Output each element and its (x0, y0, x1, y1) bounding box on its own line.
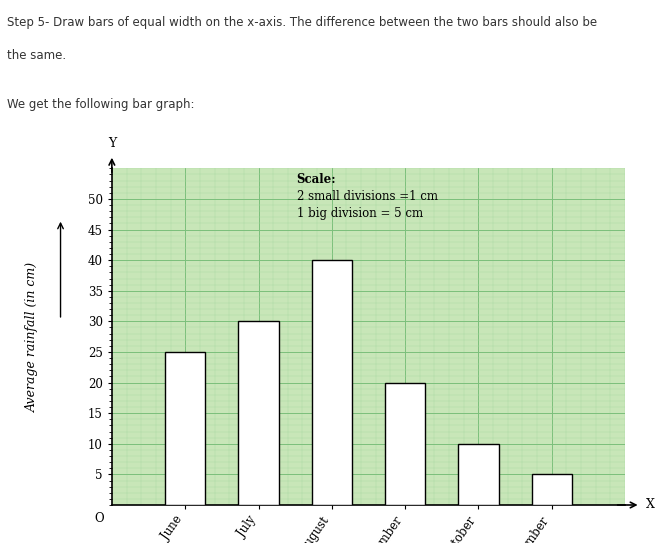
Text: 2 small divisions =1 cm: 2 small divisions =1 cm (297, 190, 438, 203)
Text: Average rainfall (in cm): Average rainfall (in cm) (26, 262, 39, 412)
Text: Y: Y (108, 137, 116, 150)
Text: Step 5- Draw bars of equal width on the x-axis. The difference between the two b: Step 5- Draw bars of equal width on the … (7, 16, 597, 29)
Text: the same.: the same. (7, 49, 66, 62)
Text: Scale:: Scale: (297, 173, 336, 186)
Text: X: X (645, 498, 655, 512)
Bar (312, 260, 352, 505)
Bar (238, 321, 279, 505)
Text: We get the following bar graph:: We get the following bar graph: (7, 98, 194, 111)
Text: 1 big division = 5 cm: 1 big division = 5 cm (297, 207, 422, 220)
Bar (458, 444, 499, 505)
Bar (385, 383, 425, 505)
Text: O: O (94, 512, 104, 525)
Bar (532, 475, 572, 505)
Bar (165, 352, 205, 505)
